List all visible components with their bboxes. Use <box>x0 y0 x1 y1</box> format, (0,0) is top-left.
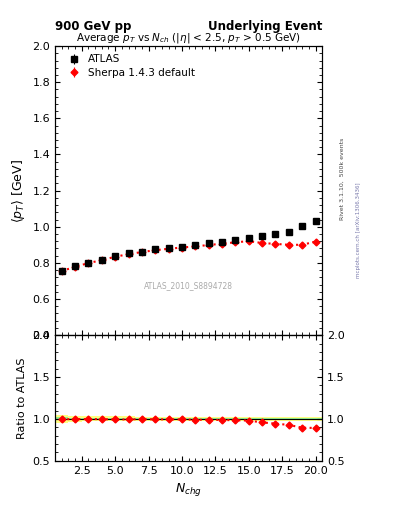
Text: Rivet 3.1.10,  500k events: Rivet 3.1.10, 500k events <box>340 138 345 220</box>
X-axis label: $N_{chg}$: $N_{chg}$ <box>175 481 202 498</box>
Y-axis label: Ratio to ATLAS: Ratio to ATLAS <box>17 357 27 439</box>
Text: 900 GeV pp: 900 GeV pp <box>55 20 131 33</box>
Text: Underlying Event: Underlying Event <box>208 20 322 33</box>
Y-axis label: $\langle p_T \rangle$ [GeV]: $\langle p_T \rangle$ [GeV] <box>10 159 27 223</box>
Text: mcplots.cern.ch [arXiv:1306.3436]: mcplots.cern.ch [arXiv:1306.3436] <box>356 183 361 278</box>
Legend: ATLAS, Sherpa 1.4.3 default: ATLAS, Sherpa 1.4.3 default <box>60 51 198 81</box>
Text: ATLAS_2010_S8894728: ATLAS_2010_S8894728 <box>144 282 233 290</box>
Title: Average $p_T$ vs $N_{ch}$ ($|\eta|$ < 2.5, $p_T$ > 0.5 GeV): Average $p_T$ vs $N_{ch}$ ($|\eta|$ < 2.… <box>76 31 301 45</box>
